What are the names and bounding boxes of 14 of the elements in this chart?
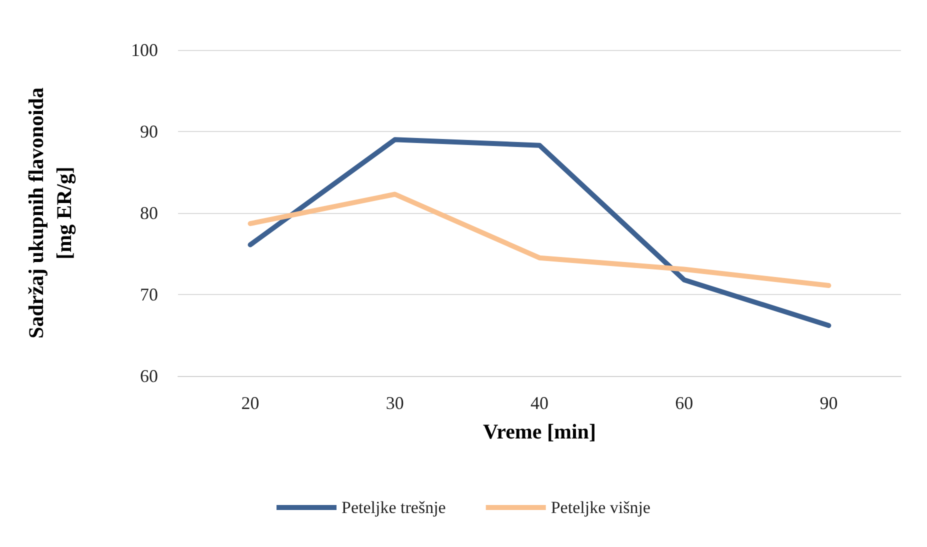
y-axis-title: Sadržaj ukupnih flavonoida [mg ER/g] <box>24 87 76 338</box>
x-tick-label: 20 <box>241 393 260 413</box>
x-tick-label: 40 <box>530 393 548 413</box>
y-tick-label: 70 <box>140 284 158 304</box>
y-tick-label: 80 <box>140 203 158 223</box>
x-tick-label: 60 <box>675 393 694 413</box>
x-axis-title: Vreme [min] <box>483 420 596 444</box>
x-tick-label: 30 <box>386 393 404 413</box>
y-tick-label: 60 <box>140 366 158 386</box>
x-tick-label: 90 <box>820 393 838 413</box>
legend-label: Peteljke višnje <box>550 498 650 517</box>
y-tick-label: 100 <box>131 40 158 60</box>
legend-label: Peteljke trešnje <box>342 498 446 517</box>
y-tick-label: 90 <box>140 122 158 142</box>
